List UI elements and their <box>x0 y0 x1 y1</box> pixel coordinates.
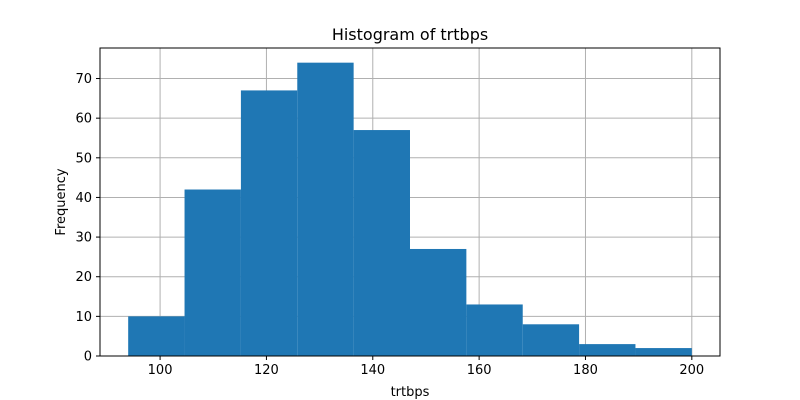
histogram-bar <box>522 324 580 356</box>
y-tick-label: 30 <box>75 231 92 246</box>
y-tick-label: 10 <box>75 310 92 325</box>
histogram-bars <box>128 62 692 357</box>
y-tick-label: 70 <box>75 72 92 87</box>
y-tick-label: 60 <box>75 112 92 127</box>
histogram-bar <box>128 316 185 356</box>
x-axis-ticks: 100 120 140 160 180 200 <box>148 356 704 378</box>
x-tick-label: 180 <box>573 363 598 378</box>
chart-title: Histogram of trtbps <box>332 25 488 44</box>
x-tick-label: 120 <box>254 363 279 378</box>
x-tick-label: 140 <box>360 363 385 378</box>
histogram-bar <box>466 304 523 356</box>
y-tick-label: 20 <box>75 270 92 285</box>
histogram-bar <box>184 189 241 356</box>
histogram-bar <box>410 248 467 356</box>
plot-area-frame <box>99 47 721 357</box>
y-axis-ticks: 0 10 20 30 40 50 60 70 <box>75 72 100 365</box>
histogram-bar <box>297 62 354 357</box>
x-tick-label: 100 <box>148 363 173 378</box>
histogram-bar <box>240 90 298 356</box>
histogram-bar <box>635 348 692 356</box>
x-tick-label: 200 <box>679 363 704 378</box>
histogram-bar <box>579 344 636 356</box>
y-axis-label: Frequency <box>54 168 69 235</box>
x-axis-label: trtbps <box>391 385 430 400</box>
x-tick-label: 160 <box>467 363 492 378</box>
y-tick-label: 40 <box>75 191 92 206</box>
y-tick-label: 0 <box>84 350 92 365</box>
y-tick-label: 50 <box>75 151 92 166</box>
histogram-bar <box>353 130 410 356</box>
